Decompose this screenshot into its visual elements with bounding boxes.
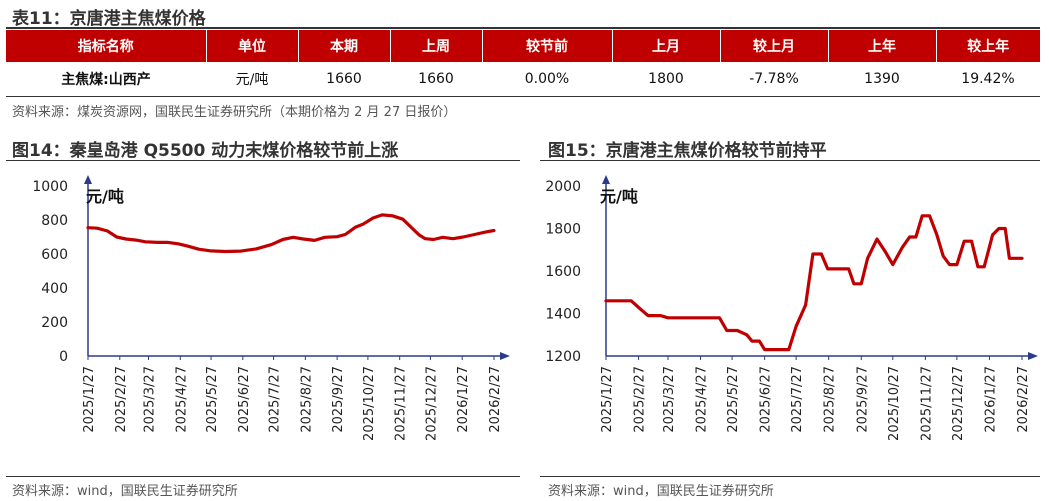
x-tick-label: 2025/5/27	[205, 366, 220, 433]
cell-last-year: 1390	[864, 70, 900, 87]
cell-unit: 元/吨	[235, 71, 269, 88]
y-tick-label: 2000	[545, 179, 581, 195]
x-tick-label: 2025/12/27	[424, 366, 439, 441]
y-tick-label: 1200	[545, 349, 581, 365]
x-tick-label: 2026/1/27	[983, 366, 998, 433]
x-tick-label: 2025/6/27	[759, 366, 774, 433]
price-table: 指标名称 单位 本期 上周 较节前 上月 较上月 上年 较上年 主焦煤:山西产 …	[6, 30, 1040, 95]
x-tick-label: 2025/11/27	[919, 366, 934, 441]
y-tick-label: 1400	[545, 307, 581, 323]
cell-current: 1660	[326, 70, 362, 87]
chart-15-title: 图15：京唐港主焦煤价格较节前持平	[548, 141, 827, 161]
x-tick-label: 2025/4/27	[695, 366, 710, 433]
y-tick-label: 400	[41, 281, 68, 297]
col-header-last-month: 上月	[611, 30, 720, 62]
x-tick-label: 2026/2/27	[488, 366, 503, 433]
x-tick-label: 2026/1/27	[456, 366, 471, 433]
cell-indicator: 主焦煤:山西产	[61, 71, 151, 88]
x-tick-label: 2025/11/27	[394, 366, 409, 441]
y-axis-arrow-icon	[602, 175, 610, 184]
col-header-last-year: 上年	[827, 30, 936, 62]
x-tick-label: 2025/8/27	[299, 366, 314, 433]
x-tick-label: 2025/4/27	[174, 366, 189, 433]
x-tick-label: 2026/2/27	[1016, 366, 1031, 433]
chart-15-bottom-rule	[540, 476, 1040, 477]
chart-14-source: 资料来源：wind，国联民生证券研究所	[12, 484, 238, 499]
x-tick-label: 2025/10/27	[887, 366, 902, 441]
cell-vs-last-year: 19.42%	[961, 70, 1015, 87]
y-axis-arrow-icon	[84, 175, 92, 184]
x-tick-label: 2025/1/27	[600, 366, 615, 433]
x-tick-label: 2025/7/27	[268, 366, 283, 433]
table-title: 表11：京唐港主焦煤价格	[12, 9, 206, 29]
y-tick-label: 0	[59, 349, 68, 365]
chart-14-plot: 0 200 400 600 800 1000 元/吨 2025/1/27 2025/2/27 20…	[32, 175, 510, 441]
x-tick-label: 2025/9/27	[331, 366, 346, 433]
y-tick-label: 800	[41, 213, 68, 229]
chart-14-bottom-rule	[6, 476, 520, 477]
y-unit-label: 元/吨	[86, 187, 124, 206]
x-tick-label: 2025/2/27	[633, 366, 648, 433]
x-tick-label: 2025/2/27	[114, 366, 129, 433]
x-tick-label: 2025/7/27	[790, 366, 805, 433]
table-source: 资料来源：煤炭资源网，国联民生证券研究所（本期价格为 2 月 27 日报价）	[12, 105, 457, 120]
x-tick-label: 2025/9/27	[855, 366, 870, 433]
y-tick-label: 1800	[545, 222, 581, 238]
price-series-line	[604, 214, 1024, 352]
cell-vs-pre-holiday: 0.00%	[524, 70, 570, 87]
col-header-indicator: 指标名称	[6, 30, 206, 62]
cell-last-week: 1660	[418, 70, 454, 87]
table-header-row: 指标名称 单位 本期 上周 较节前 上月 较上月 上年 较上年	[6, 30, 1040, 62]
x-tick-label: 2025/1/27	[82, 366, 97, 433]
col-header-current: 本期	[297, 30, 390, 62]
chart-14-title: 图14：秦皇岛港 Q5500 动力末煤价格较节前上涨	[12, 141, 399, 161]
chart-15-source: 资料来源：wind，国联民生证券研究所	[548, 484, 774, 499]
y-tick-label: 1000	[32, 179, 68, 195]
x-tick-label: 2025/12/27	[951, 366, 966, 441]
col-header-last-week: 上周	[389, 30, 482, 62]
x-axis-arrow-icon	[500, 352, 510, 360]
title-rule	[6, 27, 1040, 29]
cell-vs-last-month: -7.78%	[749, 70, 799, 87]
col-header-vs-pre-holiday: 较节前	[481, 30, 612, 62]
x-tick-label: 2025/6/27	[237, 366, 252, 433]
y-unit-label: 元/吨	[600, 187, 638, 206]
chart-15-title-rule	[540, 160, 1040, 161]
table-bottom-rule	[6, 96, 1040, 97]
table-row: 主焦煤:山西产 元/吨 1660 1660 0.00% 1800 -7.78% …	[6, 62, 1040, 95]
price-series-line	[86, 213, 496, 254]
chart-14-title-rule	[6, 160, 520, 161]
col-header-vs-last-year: 较上年	[935, 30, 1040, 62]
col-header-unit: 单位	[205, 30, 298, 62]
x-tick-label: 2025/3/27	[142, 366, 157, 433]
x-tick-label: 2025/8/27	[823, 366, 838, 433]
y-tick-label: 600	[41, 247, 68, 263]
x-tick-label: 2025/10/27	[362, 366, 377, 441]
x-tick-label: 2025/5/27	[726, 366, 741, 433]
cell-last-month: 1800	[648, 70, 684, 87]
x-tick-label: 2025/3/27	[662, 366, 677, 433]
x-axis-arrow-icon	[1028, 352, 1038, 360]
y-tick-label: 200	[41, 315, 68, 331]
chart-15-plot: 1200 1400 1600 1800 2000 元/吨 2025/1/27 2025/2/2…	[545, 175, 1038, 441]
col-header-vs-last-month: 较上月	[719, 30, 828, 62]
y-tick-label: 1600	[545, 264, 581, 280]
